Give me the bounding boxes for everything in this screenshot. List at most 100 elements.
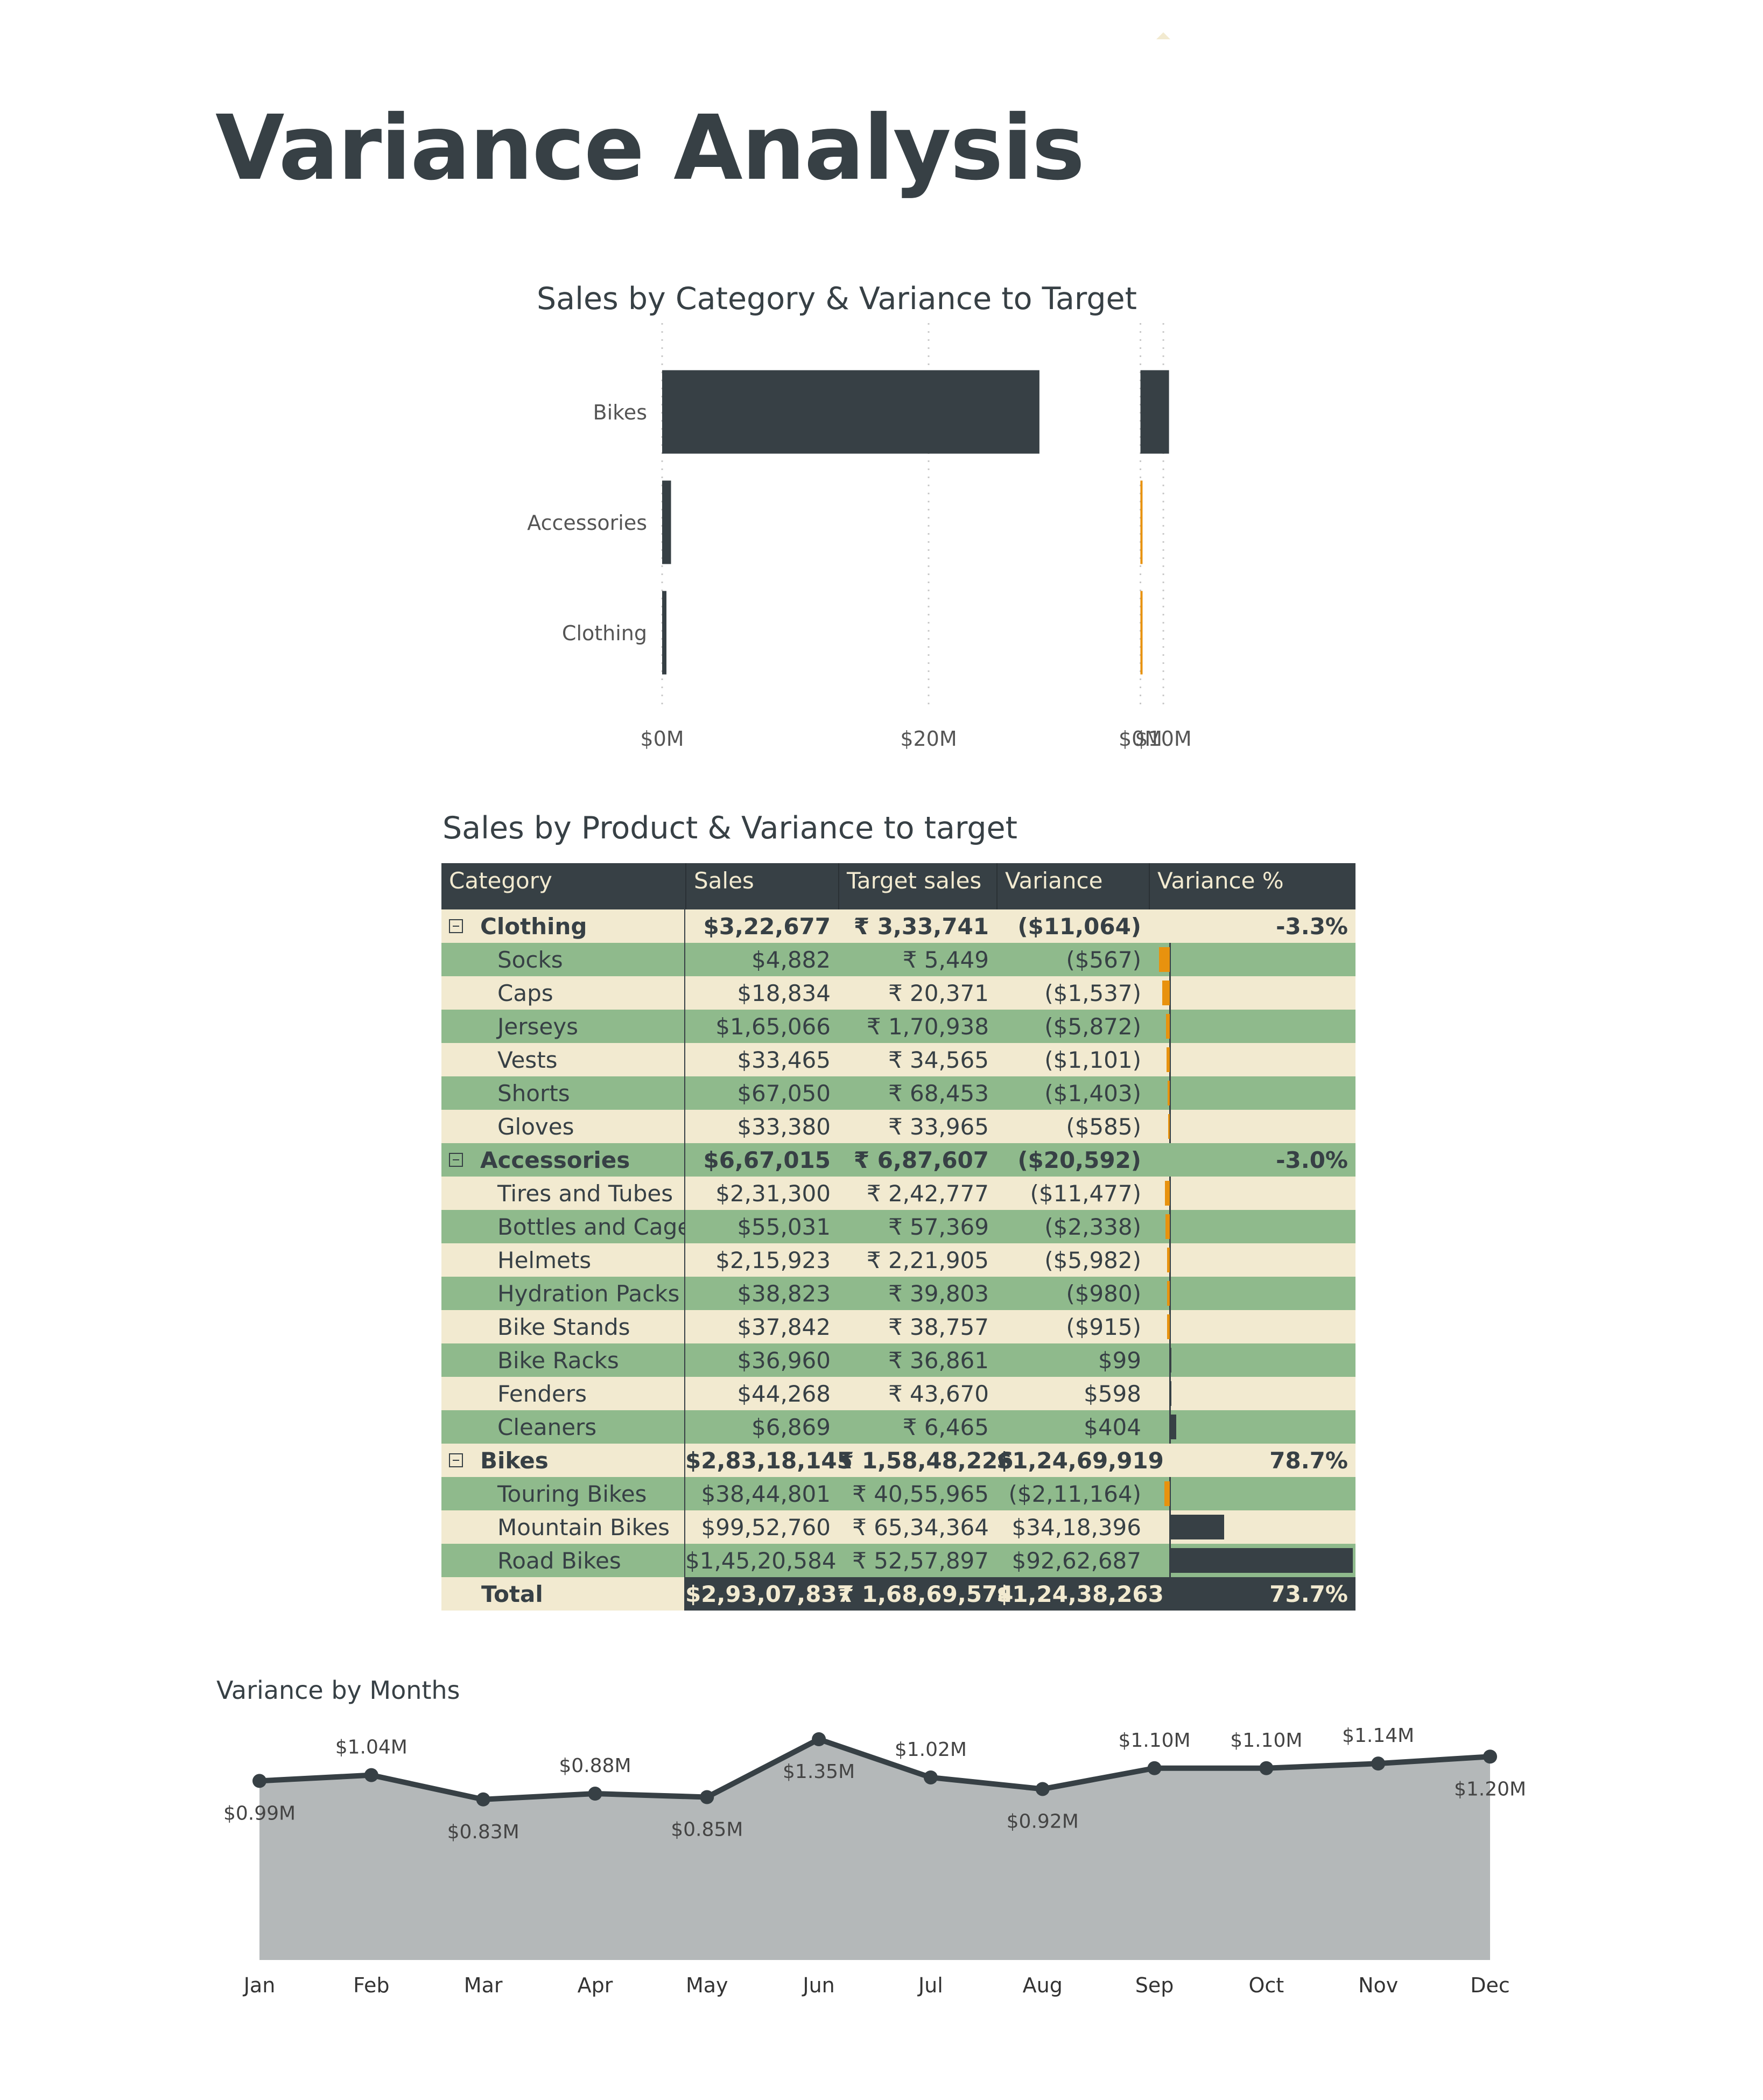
sort-ascending-icon[interactable] bbox=[1156, 32, 1170, 39]
table-group-row[interactable]: Bikes $2,83,18,145 ₹ 1,58,48,226 $1,24,69,9… bbox=[441, 1444, 1355, 1477]
data-label: $1.02M bbox=[895, 1739, 967, 1761]
variance-pct-bar bbox=[1168, 1081, 1170, 1105]
variance-pct-bar-cell bbox=[1149, 1243, 1355, 1277]
sales-cell: $38,44,801 bbox=[701, 1480, 831, 1507]
total-variance-pct: 73.7% bbox=[1269, 1580, 1348, 1607]
variance-pct-bar-cell bbox=[1149, 976, 1355, 1010]
table-row[interactable]: Tires and Tubes $2,31,300 ₹ 2,42,777 ($11,4… bbox=[441, 1177, 1355, 1210]
table-row[interactable]: Mountain Bikes $99,52,760 ₹ 65,34,364 $34,1… bbox=[441, 1510, 1355, 1544]
sales-bar-clothing bbox=[662, 591, 666, 675]
product-cell: Hydration Packs bbox=[441, 1277, 685, 1310]
table-row[interactable]: Cleaners $6,869 ₹ 6,465 $404 bbox=[441, 1410, 1355, 1444]
table-row[interactable]: Caps $18,834 ₹ 20,371 ($1,537) bbox=[441, 976, 1355, 1010]
collapse-icon[interactable] bbox=[449, 1153, 463, 1167]
variance-pct-bar bbox=[1164, 1481, 1170, 1506]
product-cell: Vests bbox=[441, 1043, 685, 1076]
variance-pct-bar-cell bbox=[1149, 1076, 1355, 1110]
x-tick-label: May bbox=[686, 1973, 728, 1997]
table-group-row[interactable]: Accessories $6,67,015 ₹ 6,87,607 ($20,592) -… bbox=[441, 1143, 1355, 1177]
sales-cell: $99,52,760 bbox=[701, 1514, 831, 1541]
target-cell: ₹ 6,465 bbox=[902, 1413, 989, 1440]
data-point bbox=[700, 1790, 714, 1804]
variance-pct-bar-cell bbox=[1149, 1110, 1355, 1143]
target-cell: ₹ 68,453 bbox=[888, 1080, 989, 1107]
column-header-target-sales[interactable]: Target sales bbox=[838, 863, 996, 909]
sales-cell: $1,65,066 bbox=[715, 1013, 831, 1040]
variance-pct-bar-cell bbox=[1149, 1010, 1355, 1043]
variance-pct-bar bbox=[1158, 947, 1170, 972]
variance-pct-cell: -3.0% bbox=[1276, 1146, 1348, 1173]
target-cell: ₹ 33,965 bbox=[888, 1113, 989, 1140]
bar-axis bbox=[1169, 1110, 1171, 1143]
variance-cell: ($567) bbox=[1066, 946, 1141, 973]
group-label: Accessories bbox=[480, 1146, 630, 1173]
variance-pct-bar bbox=[1167, 1248, 1170, 1272]
table-row[interactable]: Jerseys $1,65,066 ₹ 1,70,938 ($5,872) bbox=[441, 1010, 1355, 1043]
data-label: $1.04M bbox=[335, 1737, 408, 1759]
column-header-variance-pct[interactable]: Variance % bbox=[1149, 863, 1355, 909]
category-cell: Clothing bbox=[441, 909, 685, 943]
data-label: $1.35M bbox=[783, 1761, 855, 1783]
table-row[interactable]: Fenders $44,268 ₹ 43,670 $598 bbox=[441, 1377, 1355, 1410]
table-row[interactable]: Bike Stands $37,842 ₹ 38,757 ($915) bbox=[441, 1310, 1355, 1343]
sales-cell: $2,83,18,145 bbox=[685, 1447, 853, 1474]
target-cell: ₹ 20,371 bbox=[888, 979, 989, 1006]
table-group-row[interactable]: Clothing $3,22,677 ₹ 3,33,741 ($11,064) -3.3… bbox=[441, 909, 1355, 943]
table-row[interactable]: Socks $4,882 ₹ 5,449 ($567) bbox=[441, 943, 1355, 976]
group-label: Clothing bbox=[480, 913, 587, 940]
bar-axis bbox=[1169, 1310, 1171, 1343]
sales-cell: $55,031 bbox=[737, 1213, 831, 1240]
sales-cell: $2,15,923 bbox=[715, 1247, 831, 1273]
product-cell: Socks bbox=[441, 943, 685, 976]
table-row[interactable]: Shorts $67,050 ₹ 68,453 ($1,403) bbox=[441, 1076, 1355, 1110]
product-cell: Jerseys bbox=[441, 1010, 685, 1043]
data-point bbox=[252, 1774, 266, 1788]
variance-pct-bar bbox=[1166, 1047, 1170, 1072]
y-tick-label: Bikes bbox=[593, 401, 647, 424]
x-tick-label: Apr bbox=[578, 1973, 613, 1997]
table-row[interactable]: Bike Racks $36,960 ₹ 36,861 $99 bbox=[441, 1343, 1355, 1377]
variance-pct-bar bbox=[1170, 1348, 1171, 1373]
variance-cell: ($980) bbox=[1066, 1280, 1141, 1307]
bar-axis bbox=[1169, 1177, 1171, 1210]
bar-axis bbox=[1169, 976, 1171, 1010]
column-header-variance[interactable]: Variance bbox=[996, 863, 1149, 909]
column-header-sales[interactable]: Sales bbox=[685, 863, 838, 909]
variance-cell: ($1,537) bbox=[1044, 979, 1141, 1006]
table-row[interactable]: Helmets $2,15,923 ₹ 2,21,905 ($5,982) bbox=[441, 1243, 1355, 1277]
sales-cell: $6,67,015 bbox=[703, 1146, 831, 1173]
sales-cell: $37,842 bbox=[737, 1313, 831, 1340]
target-cell: ₹ 6,87,607 bbox=[853, 1146, 989, 1173]
variance-pct-bar-cell bbox=[1149, 1377, 1355, 1410]
table-row[interactable]: Bottles and Cages $55,031 ₹ 57,369 ($2,338) bbox=[441, 1210, 1355, 1243]
category-chart-title: Sales by Category & Variance to Target bbox=[537, 281, 1137, 317]
table-row[interactable]: Gloves $33,380 ₹ 33,965 ($585) bbox=[441, 1110, 1355, 1143]
collapse-icon[interactable] bbox=[449, 1453, 463, 1467]
bar-axis bbox=[1169, 1277, 1171, 1310]
product-cell: Caps bbox=[441, 976, 685, 1010]
variance-pct-bar-cell bbox=[1149, 1043, 1355, 1076]
variance-cell: ($11,064) bbox=[1017, 913, 1141, 940]
variance-pct-bar-cell bbox=[1149, 1544, 1355, 1577]
target-cell: ₹ 65,34,364 bbox=[852, 1514, 989, 1541]
target-cell: ₹ 40,55,965 bbox=[852, 1480, 989, 1507]
variance-pct-bar-cell bbox=[1149, 943, 1355, 976]
total-target: ₹ 1,68,69,574 bbox=[838, 1580, 1014, 1607]
data-label: $1.20M bbox=[1454, 1778, 1526, 1800]
column-header-category[interactable]: Category bbox=[449, 867, 552, 894]
sales-cell: $67,050 bbox=[737, 1080, 831, 1107]
table-row[interactable]: Hydration Packs $38,823 ₹ 39,803 ($980) bbox=[441, 1277, 1355, 1310]
variance-cell: ($1,403) bbox=[1044, 1080, 1141, 1107]
table-row[interactable]: Vests $33,465 ₹ 34,565 ($1,101) bbox=[441, 1043, 1355, 1076]
data-point bbox=[1371, 1756, 1386, 1771]
product-cell: Bottles and Cages bbox=[441, 1210, 685, 1243]
variance-cell: ($1,101) bbox=[1044, 1046, 1141, 1073]
data-label: $1.10M bbox=[1230, 1730, 1302, 1752]
table-row[interactable]: Touring Bikes $38,44,801 ₹ 40,55,965 ($2,11… bbox=[441, 1477, 1355, 1510]
x-tick-label: $20M bbox=[900, 727, 957, 751]
product-cell: Mountain Bikes bbox=[441, 1510, 685, 1544]
table-row[interactable]: Road Bikes $1,45,20,584 ₹ 52,57,897 $92,62,… bbox=[441, 1544, 1355, 1577]
collapse-icon[interactable] bbox=[449, 919, 463, 933]
product-cell: Tires and Tubes bbox=[441, 1177, 685, 1210]
category-cell: Bikes bbox=[441, 1444, 685, 1477]
